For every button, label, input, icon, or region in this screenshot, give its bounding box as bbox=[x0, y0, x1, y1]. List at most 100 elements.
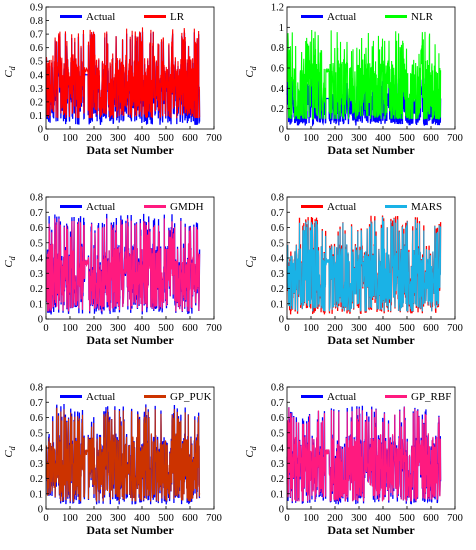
x-tick-label: 0 bbox=[43, 513, 48, 524]
legend-label-actual: Actual bbox=[327, 391, 356, 403]
x-tick-label: 700 bbox=[447, 133, 463, 144]
x-tick-label: 500 bbox=[399, 323, 415, 334]
y-axis-label-subscript: d bbox=[8, 445, 17, 450]
y-axis-label-main: C bbox=[3, 70, 15, 78]
chart-panel-3: 0 100 200 300 400 500 600 700 0 0.1 0.2 0.3 0.4 0.5 0.… bbox=[3, 193, 222, 348]
legend-label-lr: LR bbox=[170, 11, 185, 23]
y-tick-label: 0.6 bbox=[271, 413, 284, 424]
y-tick-label: 0.2 bbox=[271, 474, 284, 485]
x-tick-label: 200 bbox=[86, 513, 102, 524]
y-tick-label: 0.1 bbox=[30, 111, 43, 122]
legend-label-actual: Actual bbox=[86, 11, 115, 23]
y-tick-label: 0.6 bbox=[30, 43, 43, 54]
x-tick-label: 100 bbox=[303, 133, 319, 144]
y-tick-label: 0.3 bbox=[30, 84, 43, 95]
y-tick-label: 0.8 bbox=[30, 383, 43, 394]
y-tick-label: 0.4 bbox=[271, 444, 285, 455]
y-tick-label: 0.2 bbox=[271, 104, 284, 115]
y-tick-label: 0.5 bbox=[30, 428, 43, 439]
x-tick-label: 0 bbox=[284, 513, 289, 524]
y-tick-label: 0.7 bbox=[271, 398, 284, 409]
x-tick-label: 100 bbox=[62, 133, 78, 144]
legend-label-nlr: NLR bbox=[411, 11, 434, 23]
y-tick-label: 0.7 bbox=[30, 30, 43, 41]
chart-panel-1: 0 100 200 300 400 500 600 70000.10.20.30.40.50.… bbox=[3, 3, 222, 158]
y-tick-label: 0.5 bbox=[271, 428, 284, 439]
plot-frame bbox=[45, 6, 215, 130]
legend-label-gp-puk: GP_PUK bbox=[170, 391, 212, 403]
y-axis-label-main: C bbox=[3, 450, 15, 458]
x-tick-label: 400 bbox=[375, 133, 391, 144]
x-tick-label: 700 bbox=[206, 513, 222, 524]
x-tick-label: 600 bbox=[182, 513, 198, 524]
series-mars-line bbox=[286, 216, 442, 312]
series-nlr-line bbox=[286, 30, 442, 121]
x-tick-label: 300 bbox=[110, 323, 126, 334]
y-axis-label-subscript: d bbox=[8, 255, 17, 260]
x-tick-label: 0 bbox=[43, 323, 48, 334]
y-axis-label-subscript: d bbox=[8, 65, 17, 70]
x-tick-label: 100 bbox=[62, 513, 78, 524]
x-tick-label: 100 bbox=[303, 323, 319, 334]
chart-panel-5: 0 100 200 300 400 500 600 700 0 0.1 0.2 0.3 0.4 0.5 0.… bbox=[3, 383, 222, 538]
x-tick-label: 0 bbox=[43, 133, 48, 144]
y-axis-label-subscript: d bbox=[249, 445, 258, 450]
y-tick-label: 0.8 bbox=[30, 16, 43, 27]
x-tick-label: 0 bbox=[284, 133, 289, 144]
y-axis-label: Cd bbox=[244, 255, 258, 267]
y-tick-label: 0.5 bbox=[271, 238, 284, 249]
y-tick-label: 0.8 bbox=[271, 193, 284, 204]
y-tick-label: 0.9 bbox=[30, 3, 43, 14]
y-tick-label: 0.3 bbox=[271, 269, 284, 280]
y-tick-label: 0.8 bbox=[271, 383, 284, 394]
x-tick-label: 700 bbox=[206, 133, 222, 144]
x-tick-label: 500 bbox=[399, 133, 415, 144]
y-tick-label: 0.4 bbox=[271, 84, 285, 95]
y-axis-label: Cd bbox=[244, 445, 258, 457]
y-tick-label: 0.5 bbox=[30, 238, 43, 249]
y-tick-label: 0.5 bbox=[30, 57, 43, 68]
y-tick-label: 0 bbox=[279, 505, 284, 516]
series-gp-rbf-line bbox=[286, 406, 442, 502]
y-tick-label: 0.3 bbox=[30, 459, 43, 470]
x-tick-label: 600 bbox=[423, 133, 439, 144]
x-tick-label: 700 bbox=[447, 513, 463, 524]
y-tick-label: 0.1 bbox=[30, 489, 43, 500]
x-tick-label: 200 bbox=[327, 513, 343, 524]
x-tick-label: 700 bbox=[206, 323, 222, 334]
x-tick-label: 500 bbox=[399, 513, 415, 524]
chart-panel-4: 0 100 200 300 400 500 600 700 0 0.1 0.2 0.3 0.4 0.5 0.… bbox=[244, 193, 463, 348]
chart-panel-2: 0 100 200 300 400 500 600 700 0 0.2 0.4 0.6 0.8 1 1.2 D… bbox=[244, 3, 463, 158]
x-axis-label: Data set Number bbox=[327, 143, 415, 157]
x-tick-label: 200 bbox=[86, 133, 102, 144]
y-tick-label: 0 bbox=[279, 315, 284, 326]
series-actual-line bbox=[286, 78, 442, 127]
y-tick-label: 0.3 bbox=[271, 459, 284, 470]
y-tick-label: 0 bbox=[38, 505, 43, 516]
y-axis-label: Cd bbox=[3, 255, 17, 267]
series-lr-line bbox=[45, 27, 201, 119]
legend-label-actual: Actual bbox=[327, 201, 356, 213]
y-tick-label: 0.4 bbox=[30, 254, 44, 265]
x-tick-label: 0 bbox=[284, 323, 289, 334]
x-tick-label: 600 bbox=[182, 323, 198, 334]
y-tick-label: 0.2 bbox=[30, 284, 43, 295]
y-tick-label: 0.4 bbox=[30, 70, 44, 81]
legend-label-actual: Actual bbox=[86, 391, 115, 403]
x-tick-label: 600 bbox=[423, 513, 439, 524]
y-axis-label-subscript: d bbox=[249, 65, 258, 70]
x-tick-label: 500 bbox=[158, 513, 174, 524]
y-axis-label: Cd bbox=[244, 65, 258, 77]
legend-label-actual: Actual bbox=[86, 201, 115, 213]
y-axis-label-main: C bbox=[244, 260, 256, 268]
y-tick-label: 0 bbox=[38, 315, 43, 326]
series-gmdh-line bbox=[45, 218, 201, 312]
y-tick-label: 0.2 bbox=[271, 284, 284, 295]
x-tick-label: 200 bbox=[327, 323, 343, 334]
x-tick-label: 100 bbox=[62, 323, 78, 334]
y-axis-label-main: C bbox=[3, 260, 15, 268]
series-gp-puk-line bbox=[45, 407, 201, 503]
x-axis-label: Data set Number bbox=[327, 333, 415, 347]
y-tick-label: 0.6 bbox=[30, 223, 43, 234]
x-axis-label: Data set Number bbox=[86, 143, 174, 157]
